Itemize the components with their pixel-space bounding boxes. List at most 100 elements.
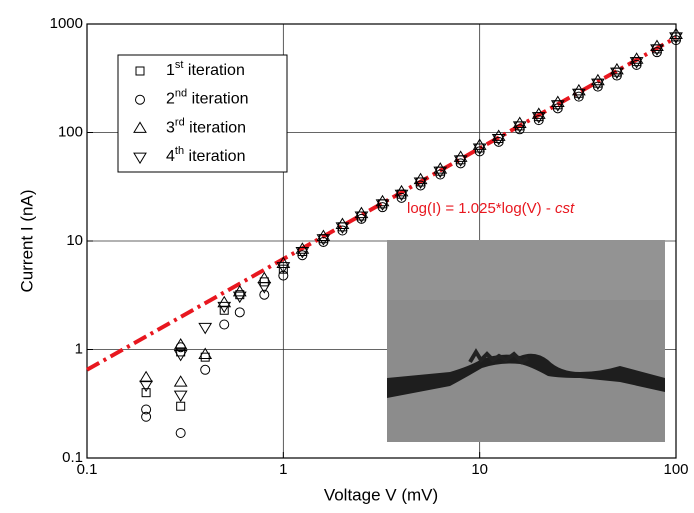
marker-triangle-up — [610, 62, 624, 75]
marker-circle — [278, 270, 289, 281]
marker-triangle-down — [512, 121, 527, 133]
fit-annotation: log(I) = 1.025*log(V) - cst — [407, 200, 575, 217]
marker-triangle-up — [413, 172, 428, 185]
legend: 1st iteration 2nd iteration 3rd iteration 4… — [133, 59, 249, 165]
marker-circle — [493, 136, 504, 147]
marker-triangle-up — [139, 370, 153, 383]
marker-triangle-up — [295, 242, 310, 254]
marker-triangle-down — [472, 143, 487, 155]
y-tick-label: 100 — [58, 123, 83, 140]
marker-circle — [474, 146, 485, 157]
marker-triangle-down — [217, 301, 232, 314]
legend-label: 4th iteration — [166, 145, 245, 165]
marker-circle — [200, 364, 211, 375]
marker-circle — [259, 289, 270, 300]
fit-line — [86, 35, 677, 372]
y-tick-label: 1 — [75, 340, 83, 357]
marker-triangle-up — [650, 39, 664, 52]
marker-triangle-up — [173, 375, 188, 387]
marker-triangle-down — [531, 112, 546, 124]
marker-triangle-down — [276, 262, 291, 274]
marker-triangle-up — [217, 295, 232, 308]
marker-circle — [356, 213, 367, 224]
marker-circle — [573, 91, 584, 102]
marker-circle — [297, 250, 308, 261]
x-tick-label: 1 — [279, 461, 287, 478]
x-axis-title: Voltage V (mV) — [324, 485, 438, 504]
marker-triangle-down — [257, 282, 272, 294]
marker-circle — [415, 180, 426, 191]
marker-triangle-up — [198, 347, 213, 359]
marker-circle — [219, 319, 230, 330]
inset-shade — [387, 240, 665, 300]
marker-square — [135, 66, 145, 76]
front-layer: 0.1 1 10 100 0.1 1 10 100 1000 log(I) = 1.025*log… — [50, 15, 689, 478]
marker-circle — [533, 115, 544, 126]
marker-circle — [234, 307, 245, 318]
marker-circle — [175, 427, 186, 438]
marker-square — [176, 401, 186, 411]
x-tick-label: 10 — [471, 461, 488, 478]
marker-triangle-up — [133, 121, 147, 133]
marker-triangle-down — [590, 78, 605, 91]
marker-triangle-down — [354, 211, 369, 223]
marker-triangle-down — [491, 134, 506, 146]
marker-triangle-down — [316, 234, 331, 246]
marker-triangle-down — [629, 57, 644, 69]
inset-wire-detail — [468, 348, 530, 365]
marker-triangle-up — [354, 206, 369, 219]
inset-wire — [387, 353, 665, 398]
x-tick-label: 100 — [663, 461, 688, 478]
y-tick-label: 1000 — [50, 15, 83, 32]
marker-triangle-down — [173, 390, 188, 403]
marker-square — [176, 347, 186, 357]
marker-triangle-down — [453, 155, 468, 167]
marker-triangle-down — [232, 291, 247, 304]
marker-circle — [435, 169, 446, 180]
marker-triangle-up — [629, 52, 644, 64]
marker-circle — [611, 70, 622, 81]
marker-triangle-up — [232, 284, 247, 297]
legend-box — [117, 54, 288, 173]
marker-triangle-down — [571, 88, 586, 101]
marker-circle — [592, 81, 603, 92]
marker-triangle-down — [610, 67, 624, 80]
marker-circle — [318, 236, 329, 247]
plot-area — [86, 23, 683, 459]
marker-square — [200, 352, 210, 362]
y-tick-label: 0.1 — [62, 449, 83, 466]
marker-triangle-up — [453, 150, 468, 162]
marker-circle — [455, 158, 466, 169]
y-tick-label: 10 — [66, 232, 83, 249]
marker-circle — [141, 411, 152, 422]
marker-triangle-down — [295, 247, 310, 259]
marker-triangle-up — [512, 116, 527, 129]
legend-label: 2nd iteration — [166, 88, 249, 108]
marker-circle — [514, 124, 525, 135]
marker-circle — [651, 47, 662, 58]
marker-triangle-down — [550, 100, 565, 112]
marker-triangle-up — [316, 229, 331, 242]
marker-triangle-down — [413, 177, 428, 189]
marker-triangle-up — [491, 129, 506, 141]
marker-triangle-down — [139, 380, 153, 393]
marker-triangle-down — [375, 199, 390, 211]
marker-circle — [552, 103, 563, 114]
marker-triangle-up — [550, 95, 565, 108]
marker-circle — [671, 35, 681, 46]
plot-frame — [86, 23, 677, 459]
y-axis-title: Current I (nA) — [17, 190, 36, 293]
marker-triangle-up — [375, 194, 390, 207]
marker-triangle-up — [669, 27, 683, 40]
marker-triangle-up — [394, 184, 409, 197]
marker-circle — [631, 59, 642, 70]
inset-photo — [387, 240, 665, 442]
marker-triangle-up — [531, 107, 546, 119]
marker-square — [141, 388, 151, 398]
x-tick-label: 0.1 — [77, 461, 98, 478]
marker-triangle-down — [650, 44, 664, 56]
marker-triangle-down — [335, 222, 350, 234]
marker-circle — [135, 94, 145, 105]
marker-circle — [141, 404, 152, 415]
legend-label: 1st iteration — [166, 59, 245, 79]
